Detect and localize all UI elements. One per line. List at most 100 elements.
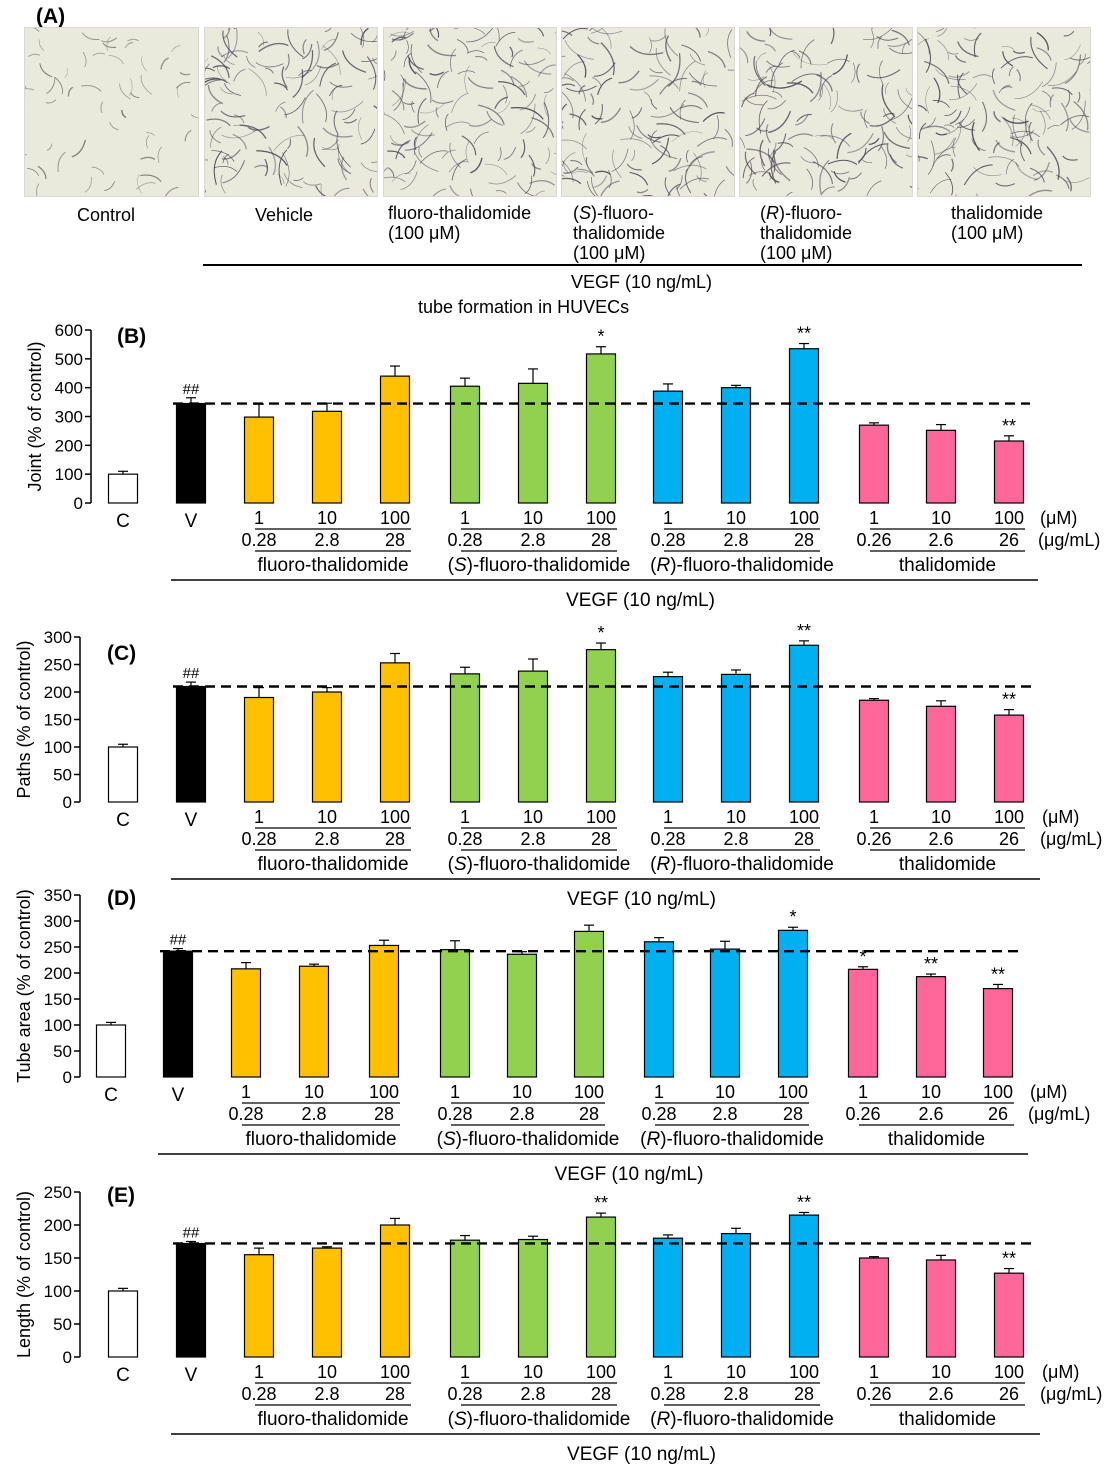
cell-texture — [1062, 155, 1078, 161]
cell-texture — [570, 160, 583, 166]
cell-texture — [520, 103, 536, 135]
group-name: (S)-fluoro-thalidomide — [448, 1409, 631, 1430]
cell-texture — [493, 45, 514, 68]
cell-texture — [429, 28, 439, 42]
dose-label-um: 10 — [523, 508, 543, 528]
dose-label-ugml: 26 — [988, 1104, 1008, 1124]
cell-texture — [446, 121, 471, 128]
cell-texture — [441, 149, 456, 159]
cell-texture — [264, 67, 274, 74]
cell-texture — [957, 74, 968, 95]
bar — [311, 691, 343, 803]
cell-texture — [537, 64, 556, 77]
cell-texture — [404, 132, 433, 151]
cell-texture — [222, 160, 245, 184]
cell-texture — [400, 171, 418, 191]
y-axis-title: Length (% of control) — [14, 1191, 34, 1358]
cell-texture — [277, 173, 285, 184]
cell-texture — [518, 58, 546, 66]
cell-texture — [341, 50, 367, 73]
y-axis-title: Tube area (% of control) — [14, 889, 34, 1082]
cell-texture — [1069, 118, 1090, 133]
cell-texture — [650, 103, 685, 118]
cell-texture — [655, 47, 671, 76]
cell-texture — [411, 100, 415, 113]
cell-texture — [140, 174, 162, 183]
vegf-label: VEGF (10 ng/mL) — [555, 1164, 704, 1185]
dose-label-um: 100 — [380, 508, 410, 528]
cell-texture — [287, 138, 292, 150]
micrograph-s-fluoro-thalidomide — [561, 27, 735, 197]
y-tick-label: 200 — [55, 436, 83, 455]
dose-label-um: 1 — [663, 807, 673, 827]
cell-texture — [146, 135, 150, 149]
bar — [858, 699, 890, 803]
bar — [982, 987, 1014, 1078]
cell-texture — [360, 28, 369, 46]
dose-label-ugml: 0.26 — [856, 530, 891, 550]
cell-texture — [179, 71, 191, 76]
cell-texture — [140, 156, 156, 160]
group-name: thalidomide — [899, 1409, 996, 1430]
cell-texture — [220, 110, 246, 118]
cell-texture — [600, 180, 620, 196]
bar — [162, 950, 194, 1078]
cell-texture — [435, 107, 439, 118]
cell-texture — [862, 28, 893, 40]
y-tick-label: 200 — [44, 1216, 72, 1235]
cell-texture — [100, 101, 104, 114]
micrograph-thalidomide — [917, 27, 1091, 197]
cell-texture — [519, 93, 537, 111]
cell-texture — [759, 139, 766, 167]
significance-marker: ## — [183, 381, 200, 398]
cell-texture — [429, 71, 445, 76]
cell-texture — [135, 182, 156, 190]
cell-texture — [1001, 46, 1015, 51]
cell-texture — [564, 40, 594, 60]
cell-texture — [109, 122, 119, 131]
cell-texture — [1014, 81, 1044, 99]
cell-texture — [597, 77, 613, 95]
cell-texture — [1000, 56, 1033, 69]
cell-texture — [742, 157, 755, 179]
y-tick-label: 50 — [53, 1042, 72, 1061]
significance-marker: ** — [797, 1192, 811, 1212]
cell-texture — [569, 113, 587, 126]
dose-label-um: 1 — [663, 508, 673, 528]
cell-texture — [278, 149, 288, 186]
cell-texture — [448, 161, 469, 173]
cell-texture — [157, 146, 162, 163]
cell-texture — [681, 44, 702, 62]
cell-texture — [428, 28, 435, 32]
cell-texture — [590, 93, 595, 106]
significance-marker: ** — [991, 964, 1005, 984]
dose-label-ugml: 28 — [591, 829, 611, 849]
cell-texture — [221, 129, 257, 139]
cell-texture — [1064, 54, 1082, 85]
cell-texture — [358, 117, 363, 140]
dose-label-ugml: 0.28 — [241, 829, 276, 849]
dose-label-um: 10 — [317, 508, 337, 528]
cell-texture — [184, 129, 192, 142]
cell-texture — [796, 114, 812, 122]
bar — [993, 440, 1025, 504]
dose-label-ugml: 2.8 — [314, 1384, 339, 1404]
cell-texture — [210, 126, 222, 148]
cell-texture — [887, 38, 912, 47]
cell-texture — [593, 175, 608, 188]
cell-texture — [830, 28, 835, 45]
cell-texture — [82, 51, 87, 68]
bar — [643, 941, 675, 1078]
cell-texture — [449, 142, 462, 168]
cell-texture — [282, 152, 290, 187]
cell-texture — [787, 133, 813, 141]
cell-texture — [320, 184, 323, 196]
cell-texture — [212, 65, 231, 70]
cell-texture — [957, 72, 964, 99]
bar — [449, 1239, 481, 1358]
micrograph-control — [24, 27, 199, 197]
cell-texture — [293, 177, 304, 182]
cell-texture — [543, 94, 549, 117]
cell-texture — [897, 89, 912, 110]
cell-texture — [703, 192, 708, 196]
